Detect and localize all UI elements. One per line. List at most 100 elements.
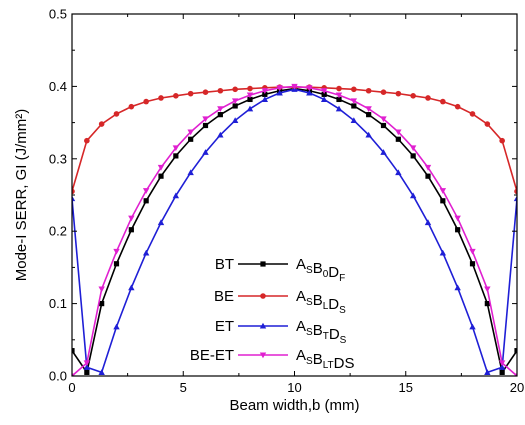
data-point-bt xyxy=(410,153,416,159)
series-group xyxy=(72,83,517,376)
series-et xyxy=(72,86,517,375)
data-point-be-et xyxy=(276,85,283,92)
data-point-be-et xyxy=(231,98,239,105)
data-point-be xyxy=(247,85,253,92)
data-point-et xyxy=(380,149,387,155)
data-point-bt xyxy=(366,112,372,118)
data-point-et xyxy=(409,192,417,199)
data-point-be xyxy=(380,89,387,95)
formula-subscript: F xyxy=(339,273,345,284)
data-point-be-et xyxy=(246,92,254,99)
data-point-bt xyxy=(72,348,75,354)
formula-subscript: S xyxy=(306,356,313,367)
data-point-et xyxy=(172,192,180,199)
data-point-et xyxy=(72,195,76,202)
data-point-be xyxy=(128,103,135,110)
data-point-be xyxy=(499,137,505,144)
axes: 0 5 10 15 20 0.0 0.1 0.2 0.3 0.4 0.5 Beam width,b (… xyxy=(13,7,524,415)
formula-subscript: LT xyxy=(323,360,334,371)
y-tick-label: 0.5 xyxy=(49,7,67,22)
data-point-be-et xyxy=(409,145,417,152)
data-point-be xyxy=(232,86,238,93)
data-point-et xyxy=(113,323,120,330)
formula-text: A xyxy=(296,318,306,335)
data-point-et xyxy=(157,219,165,226)
data-point-be xyxy=(72,188,75,195)
data-point-be-et xyxy=(484,286,491,293)
data-point-be xyxy=(514,188,517,195)
legend-formula: ASBTDS xyxy=(296,318,347,346)
data-point-be-et xyxy=(113,248,120,255)
data-point-be-et xyxy=(83,360,91,367)
legend-label: BT xyxy=(215,256,234,273)
data-point-be xyxy=(351,86,357,93)
data-point-et xyxy=(454,284,461,291)
data-point-et xyxy=(231,117,239,123)
data-point-be-et xyxy=(157,164,165,171)
formula-subscript: L xyxy=(323,301,329,312)
data-point-be-et xyxy=(395,129,402,136)
data-point-be-et xyxy=(320,88,328,94)
formula-subscript: S xyxy=(306,327,313,338)
data-point-et xyxy=(246,105,254,112)
data-point-bt xyxy=(499,369,505,375)
legend-formula: ASBLDS xyxy=(296,288,346,316)
y-tick-label: 0.1 xyxy=(49,296,67,311)
data-point-bt xyxy=(484,301,490,307)
data-point-be-et xyxy=(202,116,209,123)
data-point-be-et xyxy=(217,106,224,113)
data-point-bt xyxy=(440,198,446,204)
data-point-bt xyxy=(514,348,517,354)
legend-swatch-marker xyxy=(260,293,266,299)
legend-item-be-et: BE-ET ASBLTDS xyxy=(190,347,355,372)
data-point-be xyxy=(84,137,90,144)
data-point-be-et xyxy=(424,164,432,171)
series-line-bt xyxy=(72,87,517,375)
data-point-bt xyxy=(202,122,209,129)
data-point-be-et xyxy=(439,188,447,194)
data-point-et xyxy=(469,323,476,330)
y-axis-title: Mode-I SERR, GI (J/mm²) xyxy=(13,109,30,282)
formula-subscript: S xyxy=(340,335,347,346)
data-point-be xyxy=(98,121,105,127)
data-point-be xyxy=(336,85,342,92)
data-point-et xyxy=(276,89,283,96)
x-tick-label: 15 xyxy=(399,380,413,395)
series-be xyxy=(72,84,517,195)
data-point-be-et xyxy=(142,188,150,194)
data-point-bt xyxy=(247,96,253,103)
formula-text: A xyxy=(296,256,306,273)
data-point-bt xyxy=(351,103,357,109)
data-point-bt xyxy=(395,136,401,142)
legend-formula: ASBLTDS xyxy=(296,347,354,372)
data-point-bt xyxy=(262,91,268,97)
formula-text: D xyxy=(329,326,340,343)
y-tick-label: 0.4 xyxy=(49,79,67,94)
data-point-be xyxy=(217,87,224,94)
data-point-bt xyxy=(143,198,149,204)
data-point-be xyxy=(410,93,416,99)
data-point-et xyxy=(217,131,224,138)
y-tick-label: 0.2 xyxy=(49,224,67,239)
legend-formula: ASB0DF xyxy=(296,256,345,284)
data-point-be-et xyxy=(454,215,461,222)
data-point-be-et xyxy=(72,373,76,376)
data-point-be-et xyxy=(128,215,135,222)
series-be-et xyxy=(72,83,517,376)
data-point-be xyxy=(440,98,446,105)
formula-subscript: S xyxy=(339,305,346,316)
data-point-be-et xyxy=(306,85,313,92)
formula-subscript: 0 xyxy=(323,269,329,280)
data-point-be-et xyxy=(380,116,387,123)
data-point-be-et xyxy=(350,98,358,105)
data-point-bt xyxy=(99,301,105,307)
data-point-be xyxy=(484,121,491,127)
data-point-et xyxy=(498,364,506,370)
data-point-be-et xyxy=(291,83,298,90)
data-point-bt xyxy=(128,227,134,233)
data-point-bt xyxy=(455,227,461,233)
data-point-et xyxy=(187,169,194,176)
data-point-be-et xyxy=(187,129,194,136)
